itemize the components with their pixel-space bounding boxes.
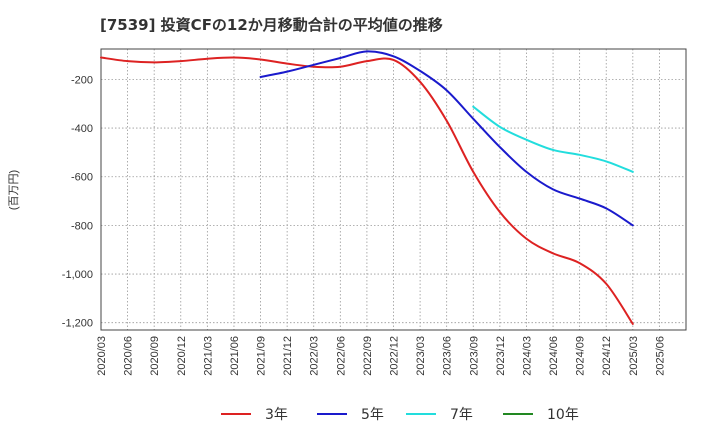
x-tick-label: 2022/03 (309, 336, 321, 376)
x-tick-label: 2023/03 (415, 336, 427, 376)
series-line-3 (472, 105, 634, 173)
chart-title: [7539] 投資CFの12か月移動合計の平均値の推移 (100, 16, 443, 34)
legend-label-3: 7年 (450, 407, 473, 423)
y-tick-label: -1,000 (62, 269, 93, 281)
y-tick-label: -400 (71, 123, 93, 135)
x-tick-label: 2020/03 (96, 336, 108, 376)
x-tick-label: 2021/12 (282, 336, 294, 376)
legend-label-1: 3年 (265, 407, 288, 423)
x-tick-label: 2020/12 (176, 336, 188, 376)
x-tick-label: 2023/09 (468, 336, 480, 376)
x-tick-label: 2025/03 (628, 336, 640, 376)
x-tick-label: 2023/12 (495, 336, 507, 376)
x-tick-label: 2024/12 (601, 336, 613, 376)
x-tick-label: 2024/06 (548, 336, 560, 376)
x-tick-label: 2024/09 (575, 336, 587, 376)
x-tick-label: 2022/12 (389, 336, 401, 376)
y-tick-label: -200 (71, 74, 93, 86)
legend-label-4: 10年 (547, 407, 579, 423)
x-tick-label: 2024/03 (521, 336, 533, 376)
x-tick-label: 2023/06 (442, 336, 454, 376)
series-line-1 (100, 56, 634, 325)
x-tick-label: 2020/09 (149, 336, 161, 376)
plot-area-border (100, 48, 687, 331)
x-tick-label: 2021/06 (229, 336, 241, 376)
x-tick-label: 2021/09 (256, 336, 268, 376)
x-tick-label: 2025/06 (654, 336, 666, 376)
x-tick-label: 2021/03 (202, 336, 214, 376)
x-tick-label: 2020/06 (123, 336, 135, 376)
x-tick-label: 2022/06 (335, 336, 347, 376)
x-tick-label: 2022/09 (362, 336, 374, 376)
series-line-2 (259, 50, 634, 227)
y-tick-label: -600 (71, 172, 93, 184)
legend-label-2: 5年 (361, 407, 384, 423)
y-tick-label: -800 (71, 220, 93, 232)
y-axis-label: (百万円) (8, 170, 20, 210)
y-tick-label: -1,200 (62, 318, 93, 330)
